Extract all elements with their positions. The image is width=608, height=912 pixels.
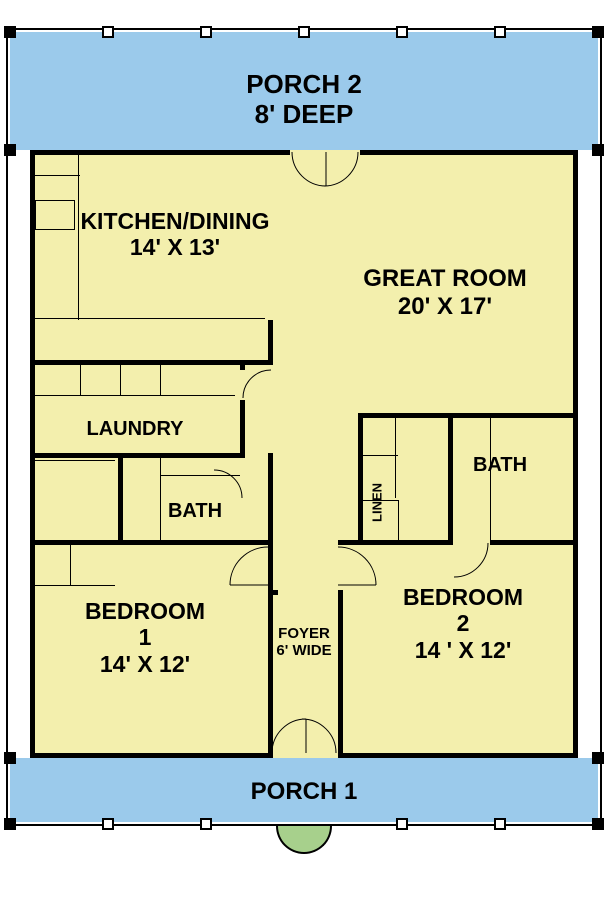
post xyxy=(102,26,114,38)
porch2-label: PORCH 2 xyxy=(246,69,362,99)
post xyxy=(4,26,16,38)
post xyxy=(4,818,16,830)
linen-label: LINEN xyxy=(370,483,385,522)
kitchen-label: KITCHEN/DINING xyxy=(80,208,269,234)
foyer-label: FOYER xyxy=(278,625,330,642)
post xyxy=(4,752,16,764)
great-label: GREAT ROOM xyxy=(363,265,527,292)
post xyxy=(592,144,604,156)
bedroom1-dim: 14' X 12' xyxy=(100,651,190,677)
post xyxy=(298,26,310,38)
laundry-label: LAUNDRY xyxy=(86,418,183,440)
post xyxy=(592,818,604,830)
post xyxy=(200,26,212,38)
bath2-label: BATH xyxy=(473,454,527,476)
post xyxy=(200,818,212,830)
bath1-label: BATH xyxy=(168,500,222,522)
post xyxy=(592,26,604,38)
bedroom1-label: BEDROOM xyxy=(85,598,205,624)
bedroom2-num: 2 xyxy=(457,610,470,636)
bedroom1-num: 1 xyxy=(139,624,152,650)
floor-plan: PORCH 2 8' DEEP KITCHEN/DINING 14' X 13'… xyxy=(0,0,608,912)
foyer-dim: 6' WIDE xyxy=(276,642,331,659)
post xyxy=(4,144,16,156)
great-dim: 20' X 17' xyxy=(398,293,492,320)
bedroom2-label: BEDROOM xyxy=(403,584,523,610)
post xyxy=(494,818,506,830)
kitchen-dim: 14' X 13' xyxy=(130,234,220,260)
post xyxy=(396,818,408,830)
post xyxy=(592,752,604,764)
porch1-label: PORCH 1 xyxy=(251,778,358,805)
post xyxy=(494,26,506,38)
post xyxy=(396,26,408,38)
post xyxy=(102,818,114,830)
porch2-dim: 8' DEEP xyxy=(255,99,354,129)
bedroom2-dim: 14 ' X 12' xyxy=(415,637,512,663)
